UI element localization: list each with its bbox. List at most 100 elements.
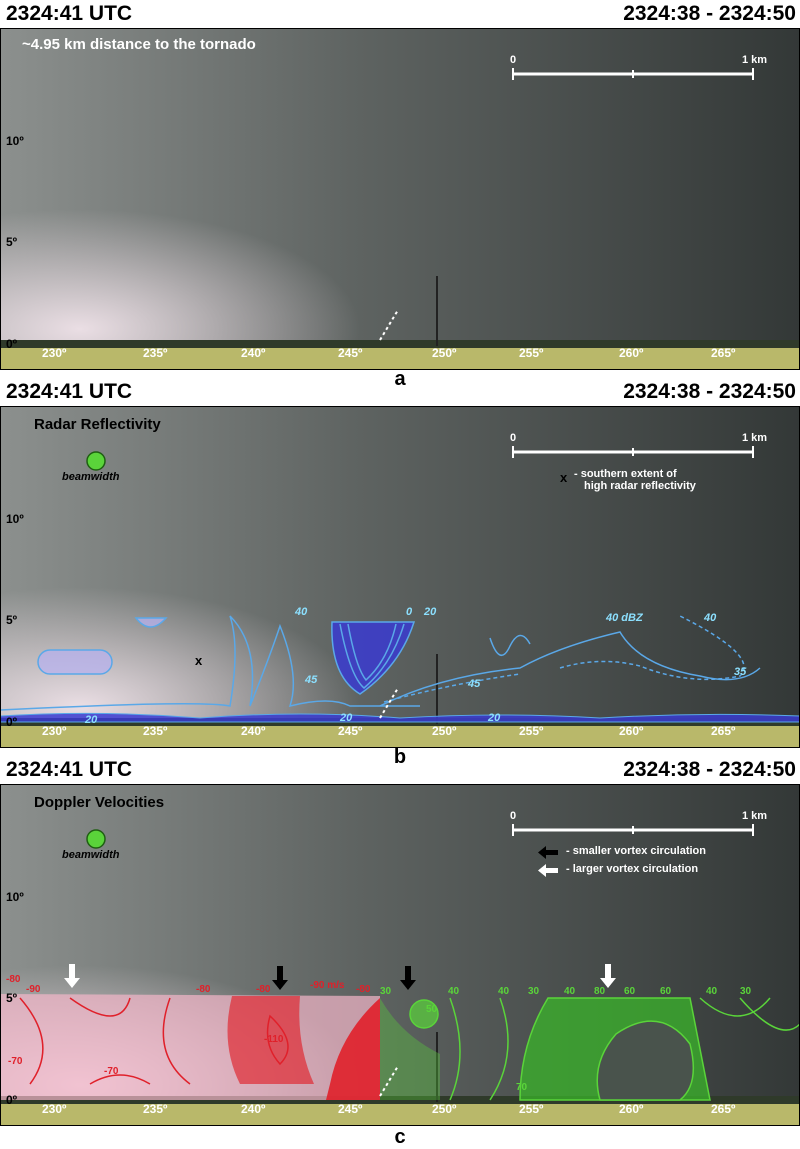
velocity-label: -80: [6, 974, 21, 985]
velocity-label: -80: [256, 984, 271, 995]
contour-label: 35: [734, 666, 747, 678]
elev-tick: 0º: [6, 1093, 18, 1107]
reflectivity-x-marker: x: [195, 653, 203, 668]
panel-a-photo: ~4.95 km distance to the tornado 0 1 km …: [0, 28, 800, 370]
elev-tick: 10º: [6, 512, 24, 526]
legend-black-arrow-icon: [538, 846, 558, 859]
legend-x-marker: x: [560, 470, 568, 485]
az-tick: 250º: [432, 346, 457, 360]
velocity-label: 60: [624, 986, 636, 997]
panel-b-title: Radar Reflectivity: [34, 416, 161, 433]
az-tick: 250º: [432, 1102, 457, 1116]
velocity-label: 40: [564, 986, 576, 997]
arrow-white-left-icon: [64, 964, 80, 988]
velocity-label: 40: [498, 986, 510, 997]
velocity-label: -70: [104, 1066, 119, 1077]
velocity-label: 60: [660, 986, 672, 997]
contour-label: 20: [424, 606, 437, 618]
legend-x-line1: - southern extent of: [574, 468, 677, 480]
velocity-label: 40: [706, 986, 718, 997]
az-tick: 235º: [143, 1102, 168, 1116]
panel-c-scale-end: 1 km: [742, 810, 768, 822]
az-tick: 240º: [241, 346, 266, 360]
az-tick: 230º: [42, 1102, 67, 1116]
panel-b-beamwidth-label: beamwidth: [62, 471, 120, 483]
az-tick: 265º: [711, 346, 736, 360]
elev-tick: 10º: [6, 890, 24, 904]
panel-b-scale-start: 0: [510, 432, 517, 444]
panel-a-scale-start: 0: [510, 54, 517, 66]
contour-label: 0: [406, 606, 413, 618]
velocity-label: -80: [196, 984, 211, 995]
panel-b-scale-end: 1 km: [742, 432, 768, 444]
panel-b-time: 2324:41 UTC: [6, 380, 133, 403]
panel-c-header: 2324:41 UTC 2324:38 - 2324:50: [0, 758, 800, 784]
az-tick: 255º: [519, 1102, 544, 1116]
arrow-black-left-icon: [272, 966, 288, 990]
velocity-label: 50: [426, 1004, 438, 1015]
az-tick: 230º: [42, 724, 67, 738]
contour-label: 45: [305, 674, 318, 686]
panel-a-time-range: 2324:38 - 2324:50: [623, 2, 796, 25]
contour-label: 40: [704, 612, 717, 624]
az-tick: 245º: [338, 724, 363, 738]
elev-tick: 5º: [6, 235, 18, 249]
legend-white-arrow-icon: [538, 864, 558, 877]
panel-c-letter: c: [394, 1126, 406, 1148]
panel-b-scale-bar: [512, 446, 754, 458]
az-tick: 240º: [241, 724, 266, 738]
panel-a-scale-bar: [512, 68, 754, 80]
panel-a-distance-note: ~4.95 km distance to the tornado: [22, 36, 256, 53]
az-tick: 260º: [619, 346, 644, 360]
legend-small-vortex: - smaller vortex circulation: [566, 845, 706, 857]
arrow-white-right-icon: [600, 964, 616, 988]
velocity-label: 70: [516, 1082, 528, 1093]
legend-large-vortex: - larger vortex circulation: [566, 863, 699, 875]
panel-c-time-range: 2324:38 - 2324:50: [623, 758, 796, 781]
panel-b-time-range: 2324:38 - 2324:50: [623, 380, 796, 403]
panel-c-title: Doppler Velocities: [34, 794, 165, 811]
panel-c-time: 2324:41 UTC: [6, 758, 133, 781]
panel-a-scale-end: 1 km: [742, 54, 768, 66]
az-tick: 265º: [711, 724, 736, 738]
legend-x-line2: high radar reflectivity: [584, 480, 696, 492]
contour-label: 20: [85, 714, 98, 726]
contour-label: 40 dBZ: [606, 612, 643, 624]
contour-label: 40: [295, 606, 308, 618]
contour-label: 20: [340, 712, 353, 724]
panel-c-beamwidth-label: beamwidth: [62, 849, 120, 861]
panel-a-header: 2324:41 UTC 2324:38 - 2324:50: [0, 2, 800, 28]
panel-b-letter: b: [393, 746, 407, 768]
velocity-label: 30: [528, 986, 540, 997]
panel-c-scale-start: 0: [510, 810, 517, 822]
elev-tick: 5º: [6, 613, 18, 627]
arrow-black-right-icon: [400, 966, 416, 990]
az-tick: 235º: [143, 724, 168, 738]
velocity-label: 30: [380, 986, 392, 997]
panel-a-time: 2324:41 UTC: [6, 2, 133, 25]
elev-tick: 0º: [6, 715, 18, 729]
az-tick: 230º: [42, 346, 67, 360]
az-tick: 245º: [338, 1102, 363, 1116]
velocity-label: 80: [594, 986, 606, 997]
az-tick: 255º: [519, 724, 544, 738]
panel-a-letter: a: [394, 368, 406, 390]
panel-b-header: 2324:41 UTC 2324:38 - 2324:50: [0, 380, 800, 406]
panel-c-photo: Doppler Velocities beamwidth 0 1 km - sm…: [0, 784, 800, 1126]
reflectivity-contours: [0, 615, 800, 723]
velocity-label: -80: [356, 984, 371, 995]
velocity-label: -110: [264, 1034, 284, 1045]
contour-label: 20: [488, 712, 501, 724]
velocity-label: 40: [448, 986, 460, 997]
velocity-label: 30: [740, 986, 752, 997]
beamwidth-circle: [86, 829, 106, 849]
velocity-label: -90: [26, 984, 41, 995]
beamwidth-circle: [86, 451, 106, 471]
az-tick: 260º: [619, 724, 644, 738]
elev-tick: 10º: [6, 134, 24, 148]
az-tick: 240º: [241, 1102, 266, 1116]
elev-tick: 5º: [6, 991, 18, 1005]
velocity-label: -90 m/s: [310, 980, 345, 991]
velocity-contours: [0, 994, 800, 1101]
az-tick: 265º: [711, 1102, 736, 1116]
